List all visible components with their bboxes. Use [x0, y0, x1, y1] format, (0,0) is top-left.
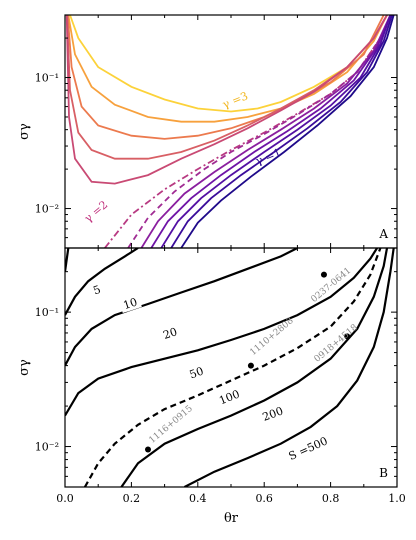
- curves-A: [65, 15, 395, 248]
- contour-label: 200: [261, 404, 285, 423]
- object-point: [344, 333, 351, 340]
- object-point: [320, 271, 327, 278]
- object-point: [145, 446, 151, 453]
- x-tick-label: 0.0: [56, 492, 74, 505]
- contour-label-bg: [214, 385, 245, 409]
- contour-label: 10: [122, 295, 139, 312]
- series-line: [170, 15, 393, 248]
- contour-label-bg: [158, 323, 182, 343]
- series-line: [183, 248, 395, 487]
- series-line: [120, 248, 389, 487]
- contour-label-bg: [118, 293, 142, 314]
- contour-label-bg: [257, 402, 288, 425]
- contour-label-bg: [184, 362, 209, 383]
- series-line: [65, 248, 139, 316]
- series-line: [65, 248, 298, 367]
- contour-label: 50: [188, 364, 206, 381]
- series-line: [104, 15, 392, 248]
- x-tick-label: 0.4: [189, 492, 207, 505]
- series-line: [140, 15, 392, 248]
- object-label: 0918+4518: [313, 323, 361, 365]
- series-line: [127, 15, 392, 248]
- series-line: [66, 15, 385, 140]
- x-tick-label: 1.0: [388, 492, 406, 505]
- object-label: 0237-0641: [309, 266, 353, 305]
- contour-label: 5: [91, 283, 102, 298]
- object-point: [247, 362, 254, 369]
- series-line: [160, 15, 392, 248]
- x-tick-label: 0.8: [322, 492, 340, 505]
- x-tick-label: 0.6: [255, 492, 273, 505]
- y-tick-label: 10⁻²: [35, 203, 59, 216]
- series-line: [180, 15, 395, 248]
- y-tick-label: 10⁻¹: [35, 72, 59, 85]
- contour-label: S =500: [287, 434, 330, 463]
- series-line: [65, 15, 388, 185]
- panel-b: 10⁻²10⁻¹0.0 0.2 0.4 0.6 0.8 1.0σγθrB510205010…: [17, 247, 406, 526]
- contour-label-bg: [283, 431, 334, 465]
- gamma-label: γ =2: [82, 198, 111, 225]
- object-label: 1116+0915: [148, 404, 196, 446]
- contour-label: 20: [162, 325, 179, 342]
- y-axis-label: σγ: [17, 359, 32, 376]
- gamma-label: γ =3: [221, 89, 250, 111]
- x-axis-label: θr: [224, 511, 239, 526]
- y-tick-label: 10⁻¹: [35, 306, 59, 319]
- series-line: [83, 248, 382, 487]
- panel-letter: A: [378, 227, 388, 241]
- contour-label-bg: [88, 280, 106, 299]
- series-line: [65, 248, 379, 417]
- series-line: [67, 15, 388, 123]
- x-tick-label: 0.2: [123, 492, 141, 505]
- panel-letter: B: [379, 466, 388, 480]
- series-line: [150, 15, 392, 248]
- y-tick-label: 10⁻²: [35, 441, 59, 454]
- curves-B: [65, 248, 395, 487]
- y-axis-label: σγ: [17, 123, 32, 140]
